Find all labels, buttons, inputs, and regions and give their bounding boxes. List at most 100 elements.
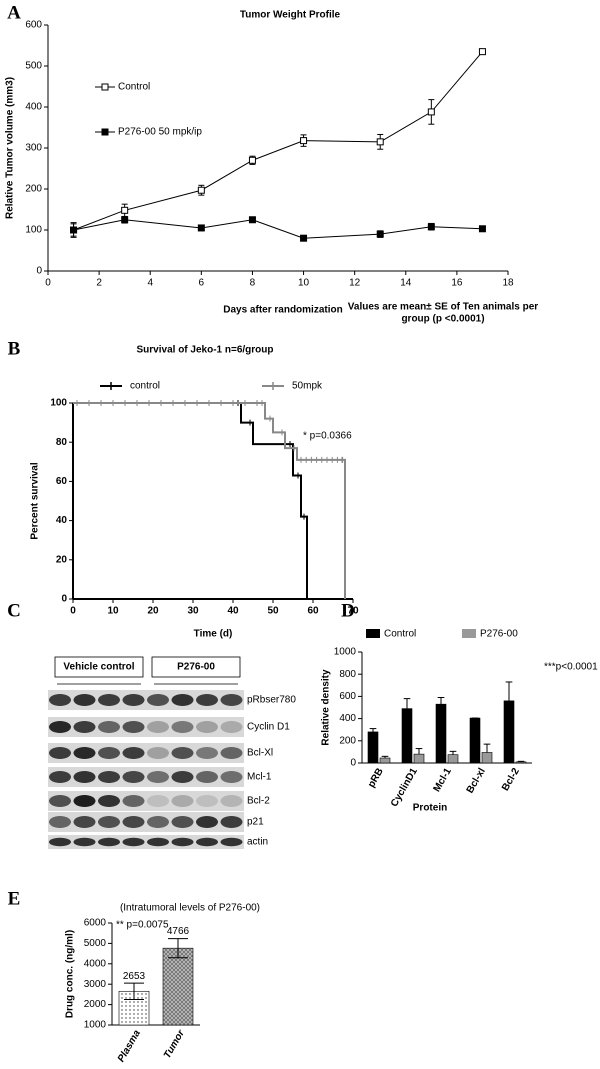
blot-band [147,694,169,706]
band-label: actin [247,837,268,848]
blot-band [171,771,194,783]
bar [401,708,413,764]
note: group (p <0.0001) [401,314,484,325]
blot-band [122,771,145,783]
data-point [121,206,129,214]
x-tick-label: Tumor [162,1027,188,1060]
chart-title: Survival of Jeko-1 n=6/group [137,345,274,356]
blot-band [49,771,71,783]
bar [481,752,493,764]
data-point [376,230,384,238]
x-tick-label: 8 [250,278,256,289]
y-axis-label: Percent survival [30,462,41,539]
x-tick-label: 18 [502,278,514,289]
y-tick-label: 5000 [84,938,107,949]
blot-band [122,795,145,807]
x-tick-label: 20 [147,606,159,617]
y-tick-label: 100 [25,225,42,236]
blot-band [49,694,71,706]
blot-strip [48,690,244,710]
bar [413,753,425,764]
legend-swatch [462,629,476,638]
blot-band [49,795,71,807]
blot-band [98,837,120,847]
y-tick-label: 600 [339,691,356,702]
data-point [70,226,78,234]
panel-label: A [7,2,21,23]
blot-band [98,771,120,783]
x-tick-label: 14 [400,278,412,289]
legend-marker [101,128,109,136]
y-tick-label: 400 [25,102,42,113]
y-tick-label: 800 [339,669,356,680]
y-tick-label: 0 [350,758,356,769]
y-tick-label: 300 [25,143,42,154]
y-tick-label: 600 [25,20,42,31]
blot-band [196,771,218,783]
x-tick-label: Bcl-xl [465,766,488,795]
y-tick-label: 200 [25,184,42,195]
y-axis-label: Drug conc. (ng/ml) [65,930,76,1018]
blot-band [73,747,96,759]
bar [515,761,527,764]
x-tick-label: Bcl-2 [500,766,522,793]
x-tick-label: 30 [187,606,199,617]
blot-band [147,747,169,759]
blot-band [122,747,145,759]
legend-label: P276-00 [480,629,518,640]
chart-title: (Intratumoral levels of P276-00) [120,903,260,914]
y-tick-label: 400 [339,713,356,724]
y-tick-label: 1000 [84,1020,107,1031]
legend-marker [101,83,109,91]
x-tick-label: 10 [298,278,310,289]
bar [447,754,459,764]
x-tick-label: 60 [307,606,319,617]
blot-band [220,816,243,828]
x-tick-label: 0 [45,278,51,289]
legend-label: Control [118,82,150,93]
x-tick-label: 16 [451,278,463,289]
blot-band [220,694,243,706]
blot-band [98,747,120,759]
y-tick-label: 2000 [84,999,107,1010]
blot-band [73,771,96,783]
data-point [121,216,129,224]
x-tick-label: 0 [70,606,76,617]
band-label: pRbser780 [247,695,296,706]
legend-label: P276-00 50 mpk/ip [118,127,202,138]
data-point [197,224,205,232]
blot-band [171,747,194,759]
blot-band [98,694,120,706]
blot-band [196,747,218,759]
data-point [248,216,256,224]
blot-strip [48,743,244,763]
blot-band [122,816,145,828]
blot-band [122,721,145,733]
x-tick-label: 50 [267,606,279,617]
blot-band [73,721,96,733]
band-label: Mcl-1 [247,772,272,783]
data-point [197,186,205,194]
blot-band [147,771,169,783]
bar [379,757,391,764]
data-point [478,225,486,233]
x-tick-label: Plasma [116,1028,143,1064]
y-tick-label: 100 [50,398,67,409]
blot-band [73,837,96,847]
legend-label: control [130,381,160,392]
x-tick-label: 2 [96,278,102,289]
blot-band [73,694,96,706]
blot-band [171,837,194,847]
value-label: 2653 [123,971,146,982]
x-tick-label: 6 [199,278,205,289]
y-axis-label: Relative density [321,669,332,746]
y-tick-label: 0 [61,594,67,605]
blot-band [98,816,120,828]
y-tick-label: 20 [56,554,68,565]
x-tick-label: 70 [347,606,359,617]
blot-band [220,795,243,807]
blot-band [147,795,169,807]
survival-curve [73,402,346,599]
panel-label: B [8,338,21,359]
